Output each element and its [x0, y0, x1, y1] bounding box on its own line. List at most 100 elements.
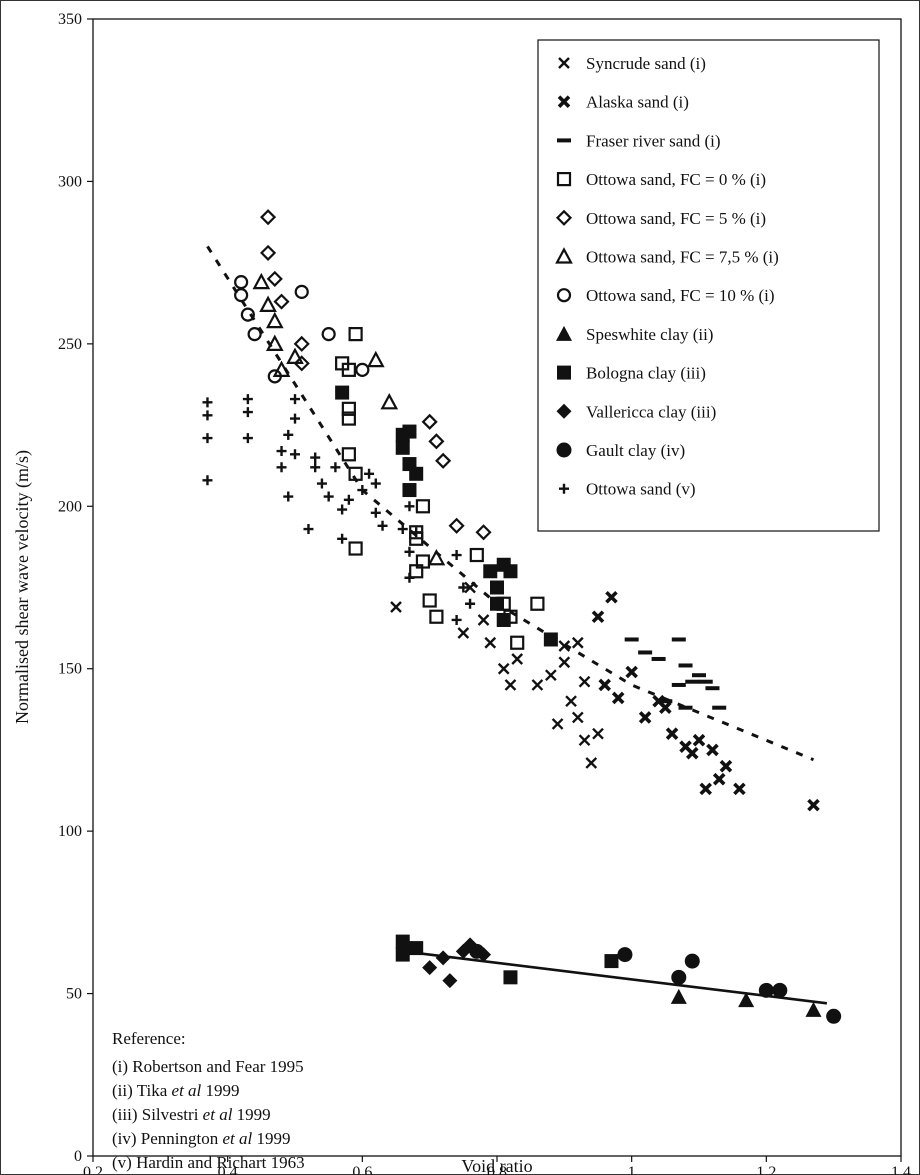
- data-point: [458, 582, 469, 593]
- data-point: [448, 517, 465, 534]
- data-point: [409, 525, 424, 540]
- data-point: [404, 501, 415, 512]
- legend-marker: [556, 403, 572, 419]
- data-point: [422, 593, 437, 608]
- data-point: [670, 988, 687, 1004]
- legend-item: Ottowa sand, FC = 10 % (i): [556, 286, 775, 305]
- data-point: [310, 462, 321, 473]
- data-point: [283, 429, 294, 440]
- data-point: [415, 499, 431, 514]
- data-point: [402, 483, 417, 498]
- data-point: [712, 772, 726, 786]
- reference-line: (i) Robertson and Fear 1995: [112, 1057, 304, 1076]
- data-point: [638, 650, 653, 655]
- legend-marker: [555, 247, 573, 264]
- data-point: [234, 288, 249, 303]
- data-point: [404, 546, 415, 557]
- data-point: [370, 507, 381, 518]
- data-point: [390, 601, 402, 613]
- legend-marker: [557, 95, 571, 108]
- x-axis-title: Void ratio: [461, 1156, 532, 1175]
- data-point: [545, 669, 557, 682]
- y-tick-label: 300: [58, 173, 82, 190]
- data-point: [323, 491, 334, 502]
- legend-label: Ottowa sand, FC = 7,5 % (i): [586, 248, 779, 267]
- data-point: [685, 679, 700, 684]
- legend-label: Ottowa sand (v): [586, 480, 696, 499]
- x-tick-label: 0,8: [487, 1164, 507, 1175]
- data-point: [286, 347, 304, 364]
- data-point: [678, 705, 693, 710]
- data-point: [357, 485, 368, 496]
- data-point: [276, 446, 287, 457]
- data-point: [202, 397, 213, 408]
- data-point: [484, 636, 497, 649]
- data-point: [469, 943, 485, 959]
- legend-label: Ottowa sand, FC = 5 % (i): [586, 209, 766, 228]
- y-tick-label: 50: [66, 986, 82, 1003]
- y-tick-label: 150: [58, 661, 82, 678]
- x-tick-label: 0,6: [352, 1164, 372, 1175]
- legend-item: Bologna clay (iii): [557, 364, 706, 383]
- data-point: [733, 782, 746, 796]
- data-point: [402, 424, 417, 439]
- data-point: [457, 627, 470, 639]
- data-point: [341, 411, 356, 426]
- data-point: [330, 462, 341, 473]
- reference-note: Reference: (i) Robertson and Fear 1995 (ii…: [112, 1029, 305, 1172]
- data-point: [234, 275, 249, 290]
- data-point: [267, 369, 282, 384]
- data-point: [370, 478, 381, 489]
- y-axis-title: Normalised shear wave velocity (m/s): [12, 450, 33, 724]
- data-point: [625, 665, 638, 679]
- legend-label: Fraser river sand (i): [586, 131, 721, 150]
- reference-line: (iii) Silvestri et al 1999: [112, 1105, 271, 1124]
- reference-line: (ii) Tika et al 1999: [112, 1081, 240, 1100]
- data-point: [592, 727, 604, 740]
- data-point: [337, 504, 348, 515]
- data-point: [705, 686, 720, 691]
- data-point: [490, 596, 504, 611]
- data-point: [341, 447, 356, 462]
- y-tick-label: 0: [74, 1148, 82, 1165]
- reference-line: (iv) Pennington et al 1999: [112, 1129, 291, 1148]
- y-tick-label: 250: [58, 336, 82, 353]
- data-point: [558, 640, 571, 652]
- data-point: [658, 699, 673, 704]
- y-tick-label: 100: [58, 823, 82, 840]
- legend-marker: [556, 172, 572, 187]
- data-point: [738, 992, 755, 1008]
- x-tick-label: 0,4: [218, 1164, 238, 1175]
- data-point: [578, 734, 591, 747]
- legend-item: Ottowa sand, FC = 0 % (i): [556, 170, 766, 189]
- data-point: [265, 311, 284, 329]
- reference-heading: Reference:: [112, 1029, 186, 1048]
- data-point: [377, 520, 388, 531]
- data-point: [665, 727, 679, 740]
- data-point: [805, 1001, 822, 1017]
- data-point: [684, 953, 700, 969]
- data-point: [504, 679, 517, 691]
- data-point: [290, 394, 300, 405]
- legend-marker: [559, 483, 569, 494]
- data-point: [428, 433, 445, 450]
- legend-marker: [556, 288, 572, 303]
- data-point: [611, 691, 625, 705]
- data-point: [699, 782, 713, 796]
- data-point: [290, 413, 300, 424]
- data-point: [511, 653, 524, 665]
- legend-marker: [558, 57, 570, 69]
- legend-item: Alaska sand (i): [557, 93, 689, 112]
- legend-item: Ottowa sand, FC = 5 % (i): [555, 209, 766, 228]
- data-point: [678, 663, 693, 668]
- x-tick-label: 1: [628, 1164, 636, 1175]
- data-point: [706, 743, 719, 757]
- data-point: [571, 711, 584, 724]
- data-point: [259, 295, 277, 312]
- data-point: [483, 564, 498, 579]
- data-point: [409, 466, 424, 481]
- data-point: [293, 335, 310, 352]
- data-point: [464, 581, 476, 594]
- data-point: [348, 327, 363, 342]
- data-point: [671, 969, 687, 985]
